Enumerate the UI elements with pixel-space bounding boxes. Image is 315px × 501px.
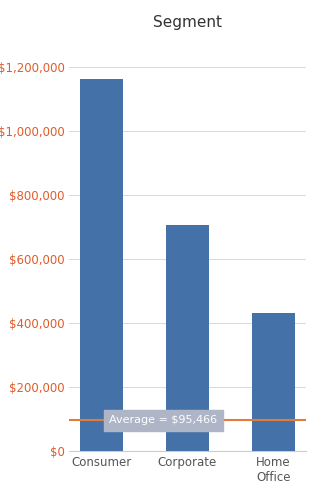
Text: Average = $95,466: Average = $95,466 bbox=[109, 415, 217, 425]
Title: Segment: Segment bbox=[153, 15, 222, 30]
Bar bbox=[166, 225, 209, 451]
Bar bbox=[80, 79, 123, 451]
Bar bbox=[252, 313, 295, 451]
